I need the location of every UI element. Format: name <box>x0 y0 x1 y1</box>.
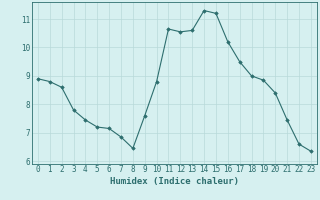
X-axis label: Humidex (Indice chaleur): Humidex (Indice chaleur) <box>110 177 239 186</box>
